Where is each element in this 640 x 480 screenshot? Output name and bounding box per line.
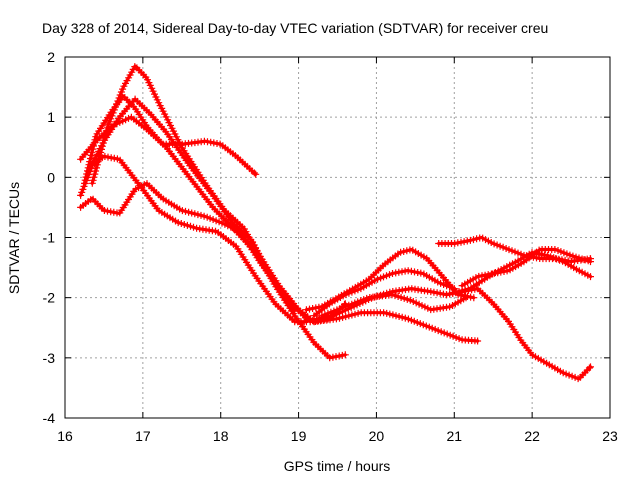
y-tick-label: -3 xyxy=(43,350,56,366)
data-point-markers xyxy=(310,309,482,345)
series-track-10 xyxy=(318,291,470,320)
y-tick-label: -2 xyxy=(43,290,56,306)
y-tick-label: 0 xyxy=(47,169,55,185)
x-tick-label: 16 xyxy=(57,428,73,444)
series-track-4 xyxy=(77,113,349,362)
x-tick-label: 19 xyxy=(291,428,307,444)
data-point-markers xyxy=(443,249,594,299)
series-track-11 xyxy=(310,309,482,345)
y-tick-label: 1 xyxy=(47,109,55,125)
data-point-markers xyxy=(310,267,458,320)
series-track-5 xyxy=(77,153,310,326)
data-point-markers xyxy=(318,291,470,320)
x-tick-labels: 16 17 18 19 20 21 22 23 xyxy=(57,428,618,444)
x-tick-label: 18 xyxy=(213,428,229,444)
y-tick-label: -4 xyxy=(43,410,56,426)
chart-title: Day 328 of 2014, Sidereal Day-to-day VTE… xyxy=(42,20,548,36)
x-tick-label: 22 xyxy=(524,428,540,444)
data-point-markers xyxy=(77,113,349,362)
series-track-14 xyxy=(443,249,594,299)
x-tick-label: 20 xyxy=(369,428,385,444)
y-tick-labels: -4 -3 -2 -1 0 1 2 xyxy=(43,49,56,426)
grid xyxy=(65,57,610,418)
x-tick-label: 17 xyxy=(135,428,151,444)
series-line xyxy=(86,97,336,324)
y-tick-label: -1 xyxy=(43,230,56,246)
x-axis-title: GPS time / hours xyxy=(284,458,391,474)
axis-ticks xyxy=(64,56,611,419)
data-point-markers xyxy=(77,153,310,326)
series-track-8 xyxy=(310,267,458,320)
x-tick-label: 23 xyxy=(602,428,618,444)
series-line xyxy=(78,181,297,312)
x-tick-label: 21 xyxy=(446,428,462,444)
data-series-group xyxy=(77,63,594,383)
y-axis-title: SDTVAR / TECUs xyxy=(6,182,22,294)
series-track-6 xyxy=(77,180,299,314)
data-point-markers xyxy=(77,180,299,314)
y-tick-label: 2 xyxy=(47,49,55,65)
